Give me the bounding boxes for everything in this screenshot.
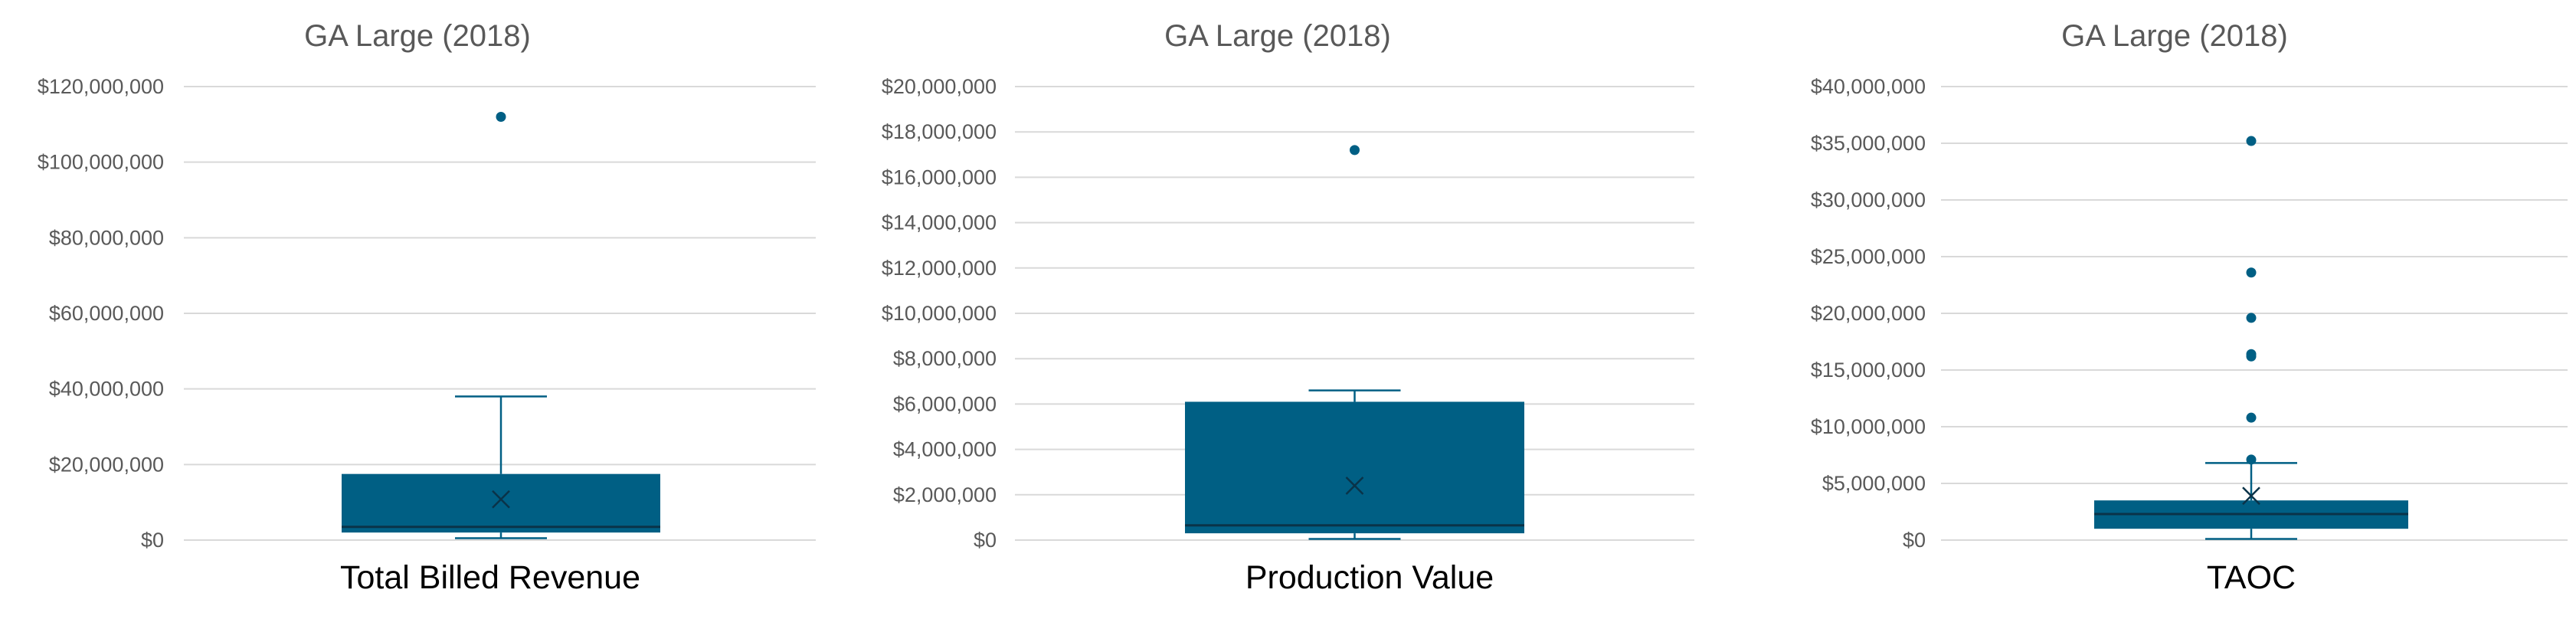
- y-tick-label: $5,000,000: [1822, 472, 1926, 495]
- y-tick-label: $60,000,000: [49, 302, 164, 325]
- y-tick-label: $40,000,000: [49, 378, 164, 401]
- box-iqr: [342, 473, 660, 533]
- outlier-point: [2246, 412, 2257, 423]
- y-tick-label: $120,000,000: [38, 75, 164, 98]
- y-tick-label: $25,000,000: [1811, 245, 1926, 268]
- mean-marker: [2242, 486, 2260, 506]
- y-tick-label: $10,000,000: [1811, 415, 1926, 438]
- chart-panel-2: $0 $2,000,000 $4,000,000 $6,000,000 $8,000,0…: [882, 19, 1694, 596]
- chart-title: GA Large (2018): [304, 19, 531, 53]
- y-tick-label: $18,000,000: [882, 120, 997, 143]
- y-tick-label: $35,000,000: [1811, 132, 1926, 155]
- mean-marker-stroke: [2242, 486, 2260, 506]
- y-tick-label: $80,000,000: [49, 226, 164, 249]
- chart-title: GA Large (2018): [1164, 19, 1391, 53]
- y-tick-label: $30,000,000: [1811, 188, 1926, 211]
- y-tick-label: $20,000,000: [49, 453, 164, 476]
- mean-marker-stroke: [492, 490, 510, 509]
- chart-title: GA Large (2018): [2061, 19, 2288, 53]
- y-tick-label: $6,000,000: [893, 392, 997, 415]
- mean-marker-stroke: [1345, 477, 1364, 495]
- outlier-point: [1350, 145, 1360, 156]
- y-tick-label: $20,000,000: [1811, 302, 1926, 325]
- y-tick-label: $0: [974, 529, 997, 552]
- y-tick-label: $0: [141, 529, 164, 552]
- chart-panel-1: $0 $20,000,000 $40,000,000 $60,000,000 $80,0…: [38, 19, 816, 596]
- category-label: Total Billed Revenue: [340, 559, 640, 596]
- y-tick-label: $4,000,000: [893, 438, 997, 461]
- outlier-point: [2246, 136, 2257, 146]
- chart-panel-3: $0 $5,000,000 $10,000,000 $15,000,000 $20,00…: [1811, 19, 2568, 596]
- y-tick-label: $14,000,000: [882, 211, 997, 234]
- y-tick-label: $16,000,000: [882, 165, 997, 188]
- category-label: Production Value: [1245, 559, 1494, 596]
- y-tick-label: $12,000,000: [882, 257, 997, 280]
- outlier-point: [2246, 313, 2257, 323]
- box-iqr: [1185, 401, 1524, 534]
- y-tick-label: $20,000,000: [882, 75, 997, 98]
- outlier-point: [2246, 349, 2257, 359]
- mean-marker: [492, 490, 510, 509]
- outlier-point: [496, 111, 506, 122]
- y-tick-label: $100,000,000: [38, 151, 164, 174]
- y-tick-label: $0: [1903, 529, 1926, 552]
- category-label: TAOC: [2207, 559, 2296, 596]
- y-tick-label: $40,000,000: [1811, 75, 1926, 98]
- y-tick-label: $15,000,000: [1811, 359, 1926, 382]
- mean-marker: [1345, 477, 1364, 495]
- y-tick-label: $10,000,000: [882, 302, 997, 325]
- y-tick-label: $8,000,000: [893, 347, 997, 370]
- y-tick-label: $2,000,000: [893, 483, 997, 506]
- outlier-point: [2246, 454, 2257, 465]
- outlier-point: [2246, 267, 2257, 278]
